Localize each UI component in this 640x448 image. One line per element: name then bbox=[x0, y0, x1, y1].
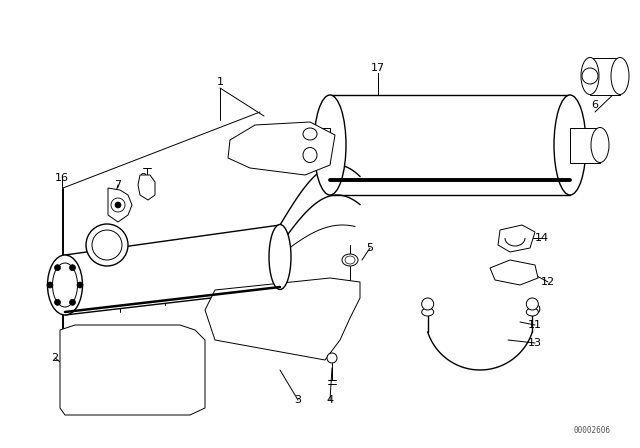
Circle shape bbox=[70, 265, 76, 271]
Ellipse shape bbox=[554, 95, 586, 195]
Polygon shape bbox=[205, 278, 360, 360]
Circle shape bbox=[422, 298, 434, 310]
Polygon shape bbox=[228, 122, 335, 175]
Circle shape bbox=[54, 299, 61, 306]
Polygon shape bbox=[310, 128, 330, 140]
Polygon shape bbox=[60, 325, 205, 415]
Text: 6: 6 bbox=[591, 100, 598, 110]
Text: 16: 16 bbox=[55, 173, 69, 183]
Polygon shape bbox=[490, 260, 538, 285]
Polygon shape bbox=[570, 128, 600, 163]
Ellipse shape bbox=[591, 128, 609, 163]
Text: 17: 17 bbox=[371, 63, 385, 73]
Text: 13: 13 bbox=[528, 338, 542, 348]
Circle shape bbox=[582, 68, 598, 84]
Text: 12: 12 bbox=[541, 277, 555, 287]
Text: 7: 7 bbox=[115, 180, 122, 190]
Circle shape bbox=[54, 265, 61, 271]
Circle shape bbox=[115, 202, 121, 208]
Ellipse shape bbox=[92, 230, 122, 260]
Text: 4: 4 bbox=[326, 395, 333, 405]
Ellipse shape bbox=[314, 95, 346, 195]
Ellipse shape bbox=[422, 308, 434, 316]
Circle shape bbox=[77, 282, 83, 288]
Ellipse shape bbox=[611, 57, 629, 95]
Polygon shape bbox=[108, 188, 132, 222]
Ellipse shape bbox=[303, 128, 317, 140]
Polygon shape bbox=[330, 95, 570, 195]
Ellipse shape bbox=[86, 224, 128, 266]
Ellipse shape bbox=[269, 224, 291, 289]
Polygon shape bbox=[65, 225, 280, 315]
Text: 5: 5 bbox=[367, 243, 374, 253]
Text: 15: 15 bbox=[228, 143, 242, 153]
Ellipse shape bbox=[581, 57, 599, 95]
Ellipse shape bbox=[342, 254, 358, 266]
Ellipse shape bbox=[52, 263, 77, 307]
Text: 2: 2 bbox=[51, 353, 59, 363]
Circle shape bbox=[47, 282, 53, 288]
Ellipse shape bbox=[47, 255, 83, 315]
Circle shape bbox=[526, 298, 538, 310]
Text: 14: 14 bbox=[535, 233, 549, 243]
Polygon shape bbox=[590, 58, 620, 95]
Text: 1: 1 bbox=[216, 77, 223, 87]
Text: 00002606: 00002606 bbox=[573, 426, 610, 435]
Ellipse shape bbox=[345, 256, 355, 264]
Text: 8: 8 bbox=[140, 173, 147, 183]
Text: 10: 10 bbox=[528, 305, 542, 315]
Text: 3: 3 bbox=[294, 395, 301, 405]
Polygon shape bbox=[310, 148, 330, 163]
Circle shape bbox=[70, 299, 76, 306]
Polygon shape bbox=[138, 175, 155, 200]
Ellipse shape bbox=[303, 147, 317, 163]
Polygon shape bbox=[498, 225, 535, 252]
Circle shape bbox=[111, 198, 125, 212]
Text: 9: 9 bbox=[93, 232, 100, 242]
Text: 11: 11 bbox=[528, 320, 542, 330]
Circle shape bbox=[327, 353, 337, 363]
Ellipse shape bbox=[526, 308, 538, 316]
